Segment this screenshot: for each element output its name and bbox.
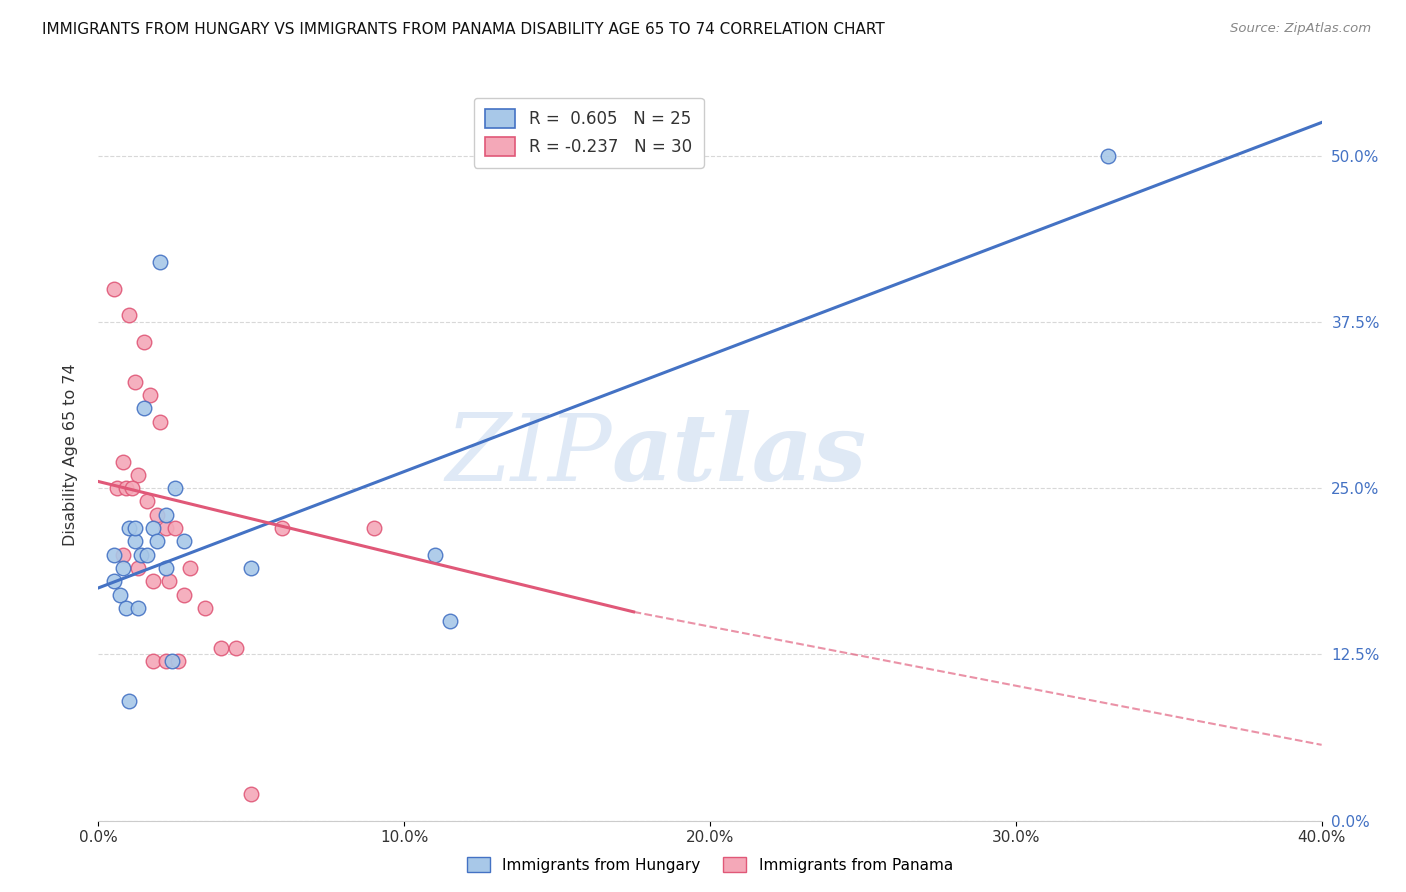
Point bbox=[1097, 149, 1119, 163]
Point bbox=[127, 467, 149, 482]
Point bbox=[155, 561, 177, 575]
Point bbox=[124, 375, 146, 389]
Point bbox=[103, 574, 125, 589]
Point bbox=[142, 521, 165, 535]
Point bbox=[194, 600, 217, 615]
Point bbox=[111, 548, 134, 562]
Point bbox=[149, 255, 172, 269]
Point bbox=[439, 614, 461, 628]
Point bbox=[209, 640, 232, 655]
Text: Source: ZipAtlas.com: Source: ZipAtlas.com bbox=[1230, 22, 1371, 36]
Point bbox=[173, 588, 195, 602]
Point bbox=[149, 415, 172, 429]
Point bbox=[173, 534, 195, 549]
Point bbox=[136, 548, 159, 562]
Point bbox=[225, 640, 247, 655]
Point bbox=[108, 588, 131, 602]
Text: IMMIGRANTS FROM HUNGARY VS IMMIGRANTS FROM PANAMA DISABILITY AGE 65 TO 74 CORREL: IMMIGRANTS FROM HUNGARY VS IMMIGRANTS FR… bbox=[42, 22, 884, 37]
Point bbox=[118, 521, 141, 535]
Point bbox=[121, 481, 143, 495]
Text: ZIP: ZIP bbox=[446, 410, 612, 500]
Point bbox=[118, 308, 141, 322]
Point bbox=[111, 561, 134, 575]
Point bbox=[105, 481, 128, 495]
Point bbox=[111, 454, 134, 468]
Point bbox=[155, 654, 177, 668]
Point bbox=[103, 282, 125, 296]
Point bbox=[160, 654, 183, 668]
Point bbox=[157, 574, 180, 589]
Point bbox=[145, 508, 167, 522]
Point bbox=[115, 481, 138, 495]
Legend: Immigrants from Hungary, Immigrants from Panama: Immigrants from Hungary, Immigrants from… bbox=[461, 851, 959, 879]
Point bbox=[363, 521, 385, 535]
Point bbox=[163, 521, 186, 535]
Point bbox=[240, 787, 263, 801]
Point bbox=[155, 508, 177, 522]
Point bbox=[124, 534, 146, 549]
Point bbox=[139, 388, 162, 402]
Point bbox=[127, 600, 149, 615]
Point bbox=[127, 561, 149, 575]
Point bbox=[103, 548, 125, 562]
Point bbox=[163, 481, 186, 495]
Point bbox=[155, 521, 177, 535]
Point bbox=[240, 561, 263, 575]
Point bbox=[136, 494, 159, 508]
Point bbox=[145, 534, 167, 549]
Point bbox=[167, 654, 190, 668]
Point bbox=[423, 548, 446, 562]
Point bbox=[129, 548, 152, 562]
Point bbox=[118, 694, 141, 708]
Point bbox=[134, 401, 156, 416]
Text: atlas: atlas bbox=[612, 410, 868, 500]
Point bbox=[134, 334, 156, 349]
Point bbox=[179, 561, 201, 575]
Y-axis label: Disability Age 65 to 74: Disability Age 65 to 74 bbox=[63, 364, 77, 546]
Point bbox=[124, 521, 146, 535]
Point bbox=[270, 521, 292, 535]
Point bbox=[142, 654, 165, 668]
Point bbox=[115, 600, 138, 615]
Point bbox=[142, 574, 165, 589]
